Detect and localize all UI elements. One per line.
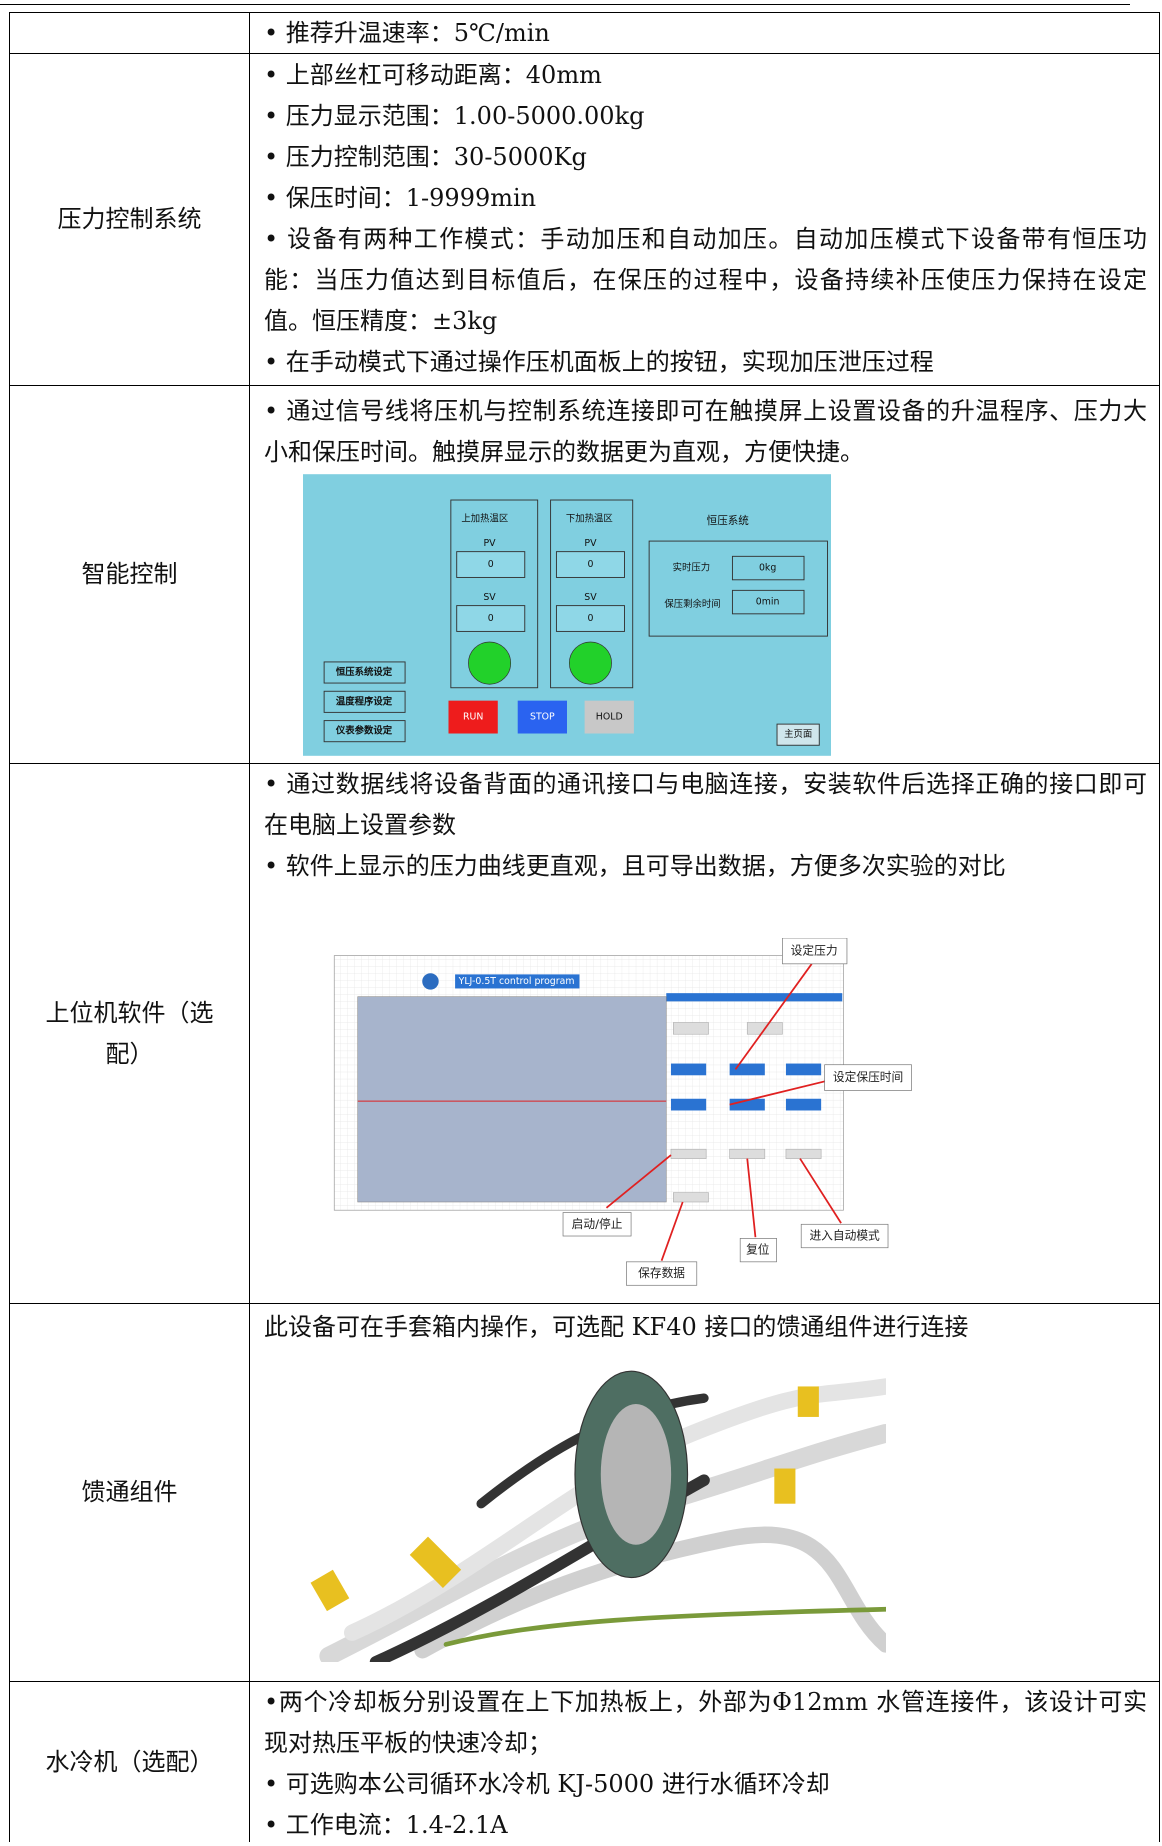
screen-button[interactable]: 仪表参数设定 — [335, 725, 393, 737]
screen-text: 0kg — [759, 563, 776, 574]
content-cell: • 通过信号线将压机与控制系统连接即可在触摸屏上设置设备的升温程序、压力大小和保… — [250, 386, 1160, 763]
screen-button[interactable]: STOP — [530, 712, 555, 723]
screen-text: SV — [584, 592, 597, 603]
row: • 推荐升温速率：5℃/min — [9, 13, 1160, 54]
line: • 上部丝杠可移动距离：40mm — [264, 61, 602, 89]
label-cell: 上位机软件（选配） — [9, 764, 250, 1303]
content-cell: • 推荐升温速率：5℃/min — [250, 13, 1160, 53]
screen-text: 下加热温区 — [566, 512, 613, 524]
label-cell: 馈通组件 — [9, 1304, 250, 1681]
line: • 保压时间：1-9999min — [264, 184, 537, 212]
label-cell — [9, 13, 250, 53]
line: • 压力显示范围：1.00-5000.00kg — [264, 102, 645, 130]
spec-table: • 推荐升温速率：5℃/min 压力控制系统 • 上部丝杠可移动距离：40mm … — [9, 12, 1160, 1842]
top-rule — [0, 4, 1130, 5]
screen-text: 0 — [488, 613, 494, 624]
label-cell: 压力控制系统 — [9, 54, 250, 385]
line: • 设备有两种工作模式：手动加压和自动加压。自动加压模式下设备带有恒压功能：当压… — [264, 225, 1147, 335]
line: • 可选购本公司循环水冷机 KJ-5000 进行水循环冷却 — [264, 1770, 830, 1798]
row: 上位机软件（选配） • 通过数据线将设备背面的通讯接口与电脑连接，安装软件后选择… — [9, 764, 1160, 1304]
row: 水冷机（选配） •两个冷却板分别设置在上下加热板上，外部为Φ12mm 水管连接件… — [9, 1682, 1160, 1842]
row: 压力控制系统 • 上部丝杠可移动距离：40mm • 压力显示范围：1.00-50… — [9, 54, 1160, 386]
screen-text: 保压剩余时间 — [664, 598, 720, 610]
screen-text: 上加热温区 — [461, 512, 508, 524]
content-cell: •两个冷却板分别设置在上下加热板上，外部为Φ12mm 水管连接件，该设计可实现对… — [250, 1682, 1160, 1842]
line: • 压力控制范围：30-5000Kg — [264, 143, 587, 171]
screen-text: 0 — [587, 559, 593, 570]
annotation: 设定保压时间 — [833, 1070, 903, 1084]
line: • 通过数据线将设备背面的通讯接口与电脑连接，安装软件后选择正确的接口即可在电脑… — [264, 770, 1147, 839]
content-cell: 此设备可在手套箱内操作，可选配 KF40 接口的馈通组件进行连接 — [250, 1304, 1160, 1681]
label-cell: 水冷机（选配） — [9, 1682, 250, 1842]
label-cell: 智能控制 — [9, 386, 250, 763]
line: • 通过信号线将压机与控制系统连接即可在触摸屏上设置设备的升温程序、压力大小和保… — [264, 397, 1147, 466]
screen-text: 0 — [488, 559, 494, 570]
line: • 工作电流：1.4-2.1A — [264, 1811, 508, 1839]
software-image: YLJ-0.5T control program 设定压力 设定保压时间 启动/… — [333, 938, 912, 1286]
annotation: 进入自动模式 — [809, 1229, 880, 1243]
annotation: 启动/停止 — [572, 1217, 623, 1231]
screen-text: SV — [483, 592, 496, 603]
annotation: 复位 — [746, 1243, 770, 1257]
screen-button[interactable]: 主页面 — [784, 728, 812, 740]
screen-button[interactable]: RUN — [463, 712, 483, 723]
touchscreen-image: 上加热温区 下加热温区 PV SV PV SV 0 0 0 0 恒压系统 实时压… — [303, 474, 831, 756]
screen-text: 0min — [756, 597, 780, 608]
line: • 在手动模式下通过操作压机面板上的按钮，实现加压泄压过程 — [264, 348, 934, 376]
line: 此设备可在手套箱内操作，可选配 KF40 接口的馈通组件进行连接 — [264, 1313, 969, 1341]
annotation: 保存数据 — [638, 1266, 685, 1280]
screen-text: 恒压系统 — [707, 514, 750, 527]
screen-button[interactable]: 温度程序设定 — [336, 695, 393, 707]
content-cell: • 上部丝杠可移动距离：40mm • 压力显示范围：1.00-5000.00kg… — [250, 54, 1160, 385]
line: •两个冷却板分别设置在上下加热板上，外部为Φ12mm 水管连接件，该设计可实现对… — [264, 1688, 1147, 1757]
screen-text: PV — [584, 538, 597, 549]
screen-text: 实时压力 — [673, 562, 711, 574]
row: 馈通组件 此设备可在手套箱内操作，可选配 KF40 接口的馈通组件进行连接 — [9, 1304, 1160, 1682]
screen-text: PV — [484, 538, 497, 549]
feedthrough-photo — [310, 1370, 886, 1662]
screen-button[interactable]: HOLD — [596, 712, 623, 723]
row: 智能控制 • 通过信号线将压机与控制系统连接即可在触摸屏上设置设备的升温程序、压… — [9, 386, 1160, 764]
content-cell: • 通过数据线将设备背面的通讯接口与电脑连接，安装软件后选择正确的接口即可在电脑… — [250, 764, 1160, 1303]
software-title: YLJ-0.5T control program — [458, 976, 575, 987]
screen-button[interactable]: 恒压系统设定 — [336, 666, 393, 678]
screen-text: 0 — [587, 613, 593, 624]
line: • 推荐升温速率：5℃/min — [264, 19, 550, 47]
line: • 软件上显示的压力曲线更直观，且可导出数据，方便多次实验的对比 — [264, 852, 1006, 880]
annotation: 设定压力 — [791, 943, 838, 957]
